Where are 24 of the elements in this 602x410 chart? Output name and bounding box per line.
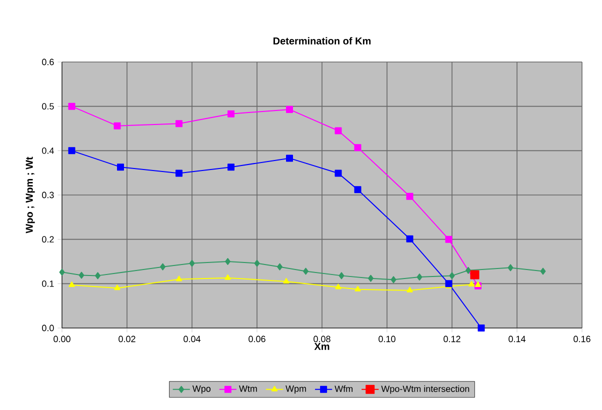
y-tick-label: 0.2 bbox=[42, 236, 54, 243]
legend-label: Wfm bbox=[334, 385, 352, 392]
x-tick-label: 0.08 bbox=[314, 336, 330, 342]
y-tick-label: 0.0 bbox=[42, 324, 54, 332]
x-tick-label: 0.10 bbox=[378, 336, 396, 342]
y-tick-label: 0.3 bbox=[42, 192, 54, 198]
legend-label: Wpo bbox=[192, 386, 211, 394]
y-axis-title: Wpo ; Wpm ; Wt bbox=[26, 156, 35, 234]
chart-title: Determination of Km bbox=[274, 37, 371, 44]
y-tick-label: 0.1 bbox=[42, 280, 54, 287]
x-tick-label: 0.02 bbox=[118, 336, 136, 342]
x-axis-title: Xm bbox=[314, 343, 330, 350]
x-tick-label: 0.04 bbox=[184, 336, 200, 342]
x-tick-label: 0.16 bbox=[574, 336, 590, 342]
x-tick-label: 0.12 bbox=[444, 336, 460, 342]
y-tick-label: 0.4 bbox=[42, 147, 54, 154]
x-tick-label: 0.06 bbox=[248, 336, 266, 342]
legend-label: Wpo-Wtm intersection bbox=[381, 385, 470, 394]
x-tick-label: 0.14 bbox=[508, 336, 526, 342]
y-tick-label: 0.6 bbox=[42, 58, 54, 66]
legend-label: Wpm bbox=[286, 386, 306, 394]
y-tick-label: 0.5 bbox=[42, 103, 54, 110]
legend-label: Wtm bbox=[239, 386, 257, 392]
x-tick-label: 0.00 bbox=[54, 336, 70, 342]
